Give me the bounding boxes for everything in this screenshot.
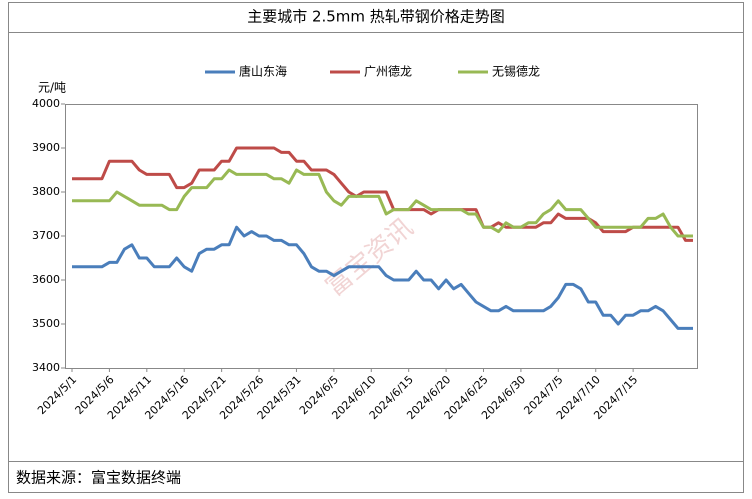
y-tick-label: 3500 [32,317,60,330]
source-note: 数据来源：富宝数据终端 [16,469,181,487]
chart-title: 主要城市 2.5mm 热轧带钢价格走势图 [247,8,505,26]
y-tick-label: 3900 [32,141,60,154]
legend-label: 无锡德龙 [492,64,540,79]
legend-label: 唐山东海 [239,64,287,79]
frame [8,2,744,493]
y-axis-label: 元/吨 [38,81,66,95]
y-tick-label: 3800 [32,185,60,198]
y-tick-label: 3400 [32,361,60,374]
series-line [72,168,693,238]
y-tick-label: 3700 [32,229,60,242]
y-tick-label: 4000 [32,97,60,110]
series-line [72,225,693,330]
y-tick-label: 3600 [32,273,60,286]
legend-label: 广州德龙 [364,64,412,79]
plot-area [65,104,698,369]
